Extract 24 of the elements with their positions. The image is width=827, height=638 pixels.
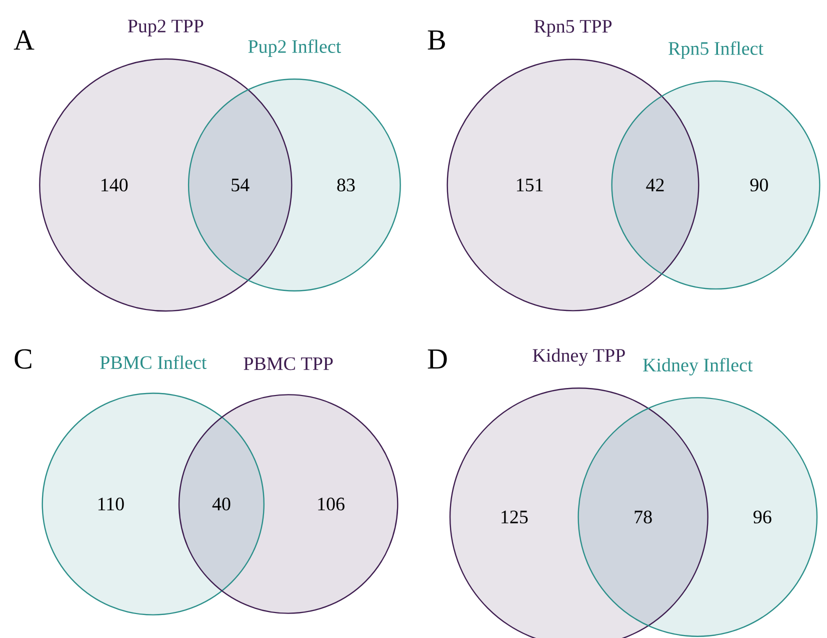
text: B: [428, 30, 445, 50]
text: Kidney TPP: [532, 348, 625, 366]
data-label: 90: [750, 178, 768, 192]
text: PBMC TPP: [244, 357, 333, 370]
data-label: 110: [98, 498, 124, 510]
data-label: 42: [646, 178, 664, 192]
data-label: 106: [318, 498, 344, 510]
data-label: 140: [102, 178, 128, 192]
text: PBMC Inflect: [100, 355, 207, 370]
data-label: 125: [502, 510, 528, 524]
data-label: 54: [232, 178, 250, 192]
text: Pup2 Inflect: [248, 39, 342, 57]
data-label: 78: [634, 510, 652, 524]
text: C: [14, 349, 32, 369]
data-label: 96: [754, 510, 772, 524]
text: Rpn5 TPP: [534, 20, 612, 37]
data-label: 83: [337, 178, 355, 192]
text: Kidney Inflect: [643, 358, 753, 376]
text: A: [14, 30, 34, 50]
text: Pup2 TPP: [128, 20, 204, 36]
text: D: [428, 349, 447, 369]
text: Rpn5 Inflect: [668, 41, 764, 59]
data-label: 151: [516, 178, 543, 192]
data-label: 40: [212, 498, 230, 510]
